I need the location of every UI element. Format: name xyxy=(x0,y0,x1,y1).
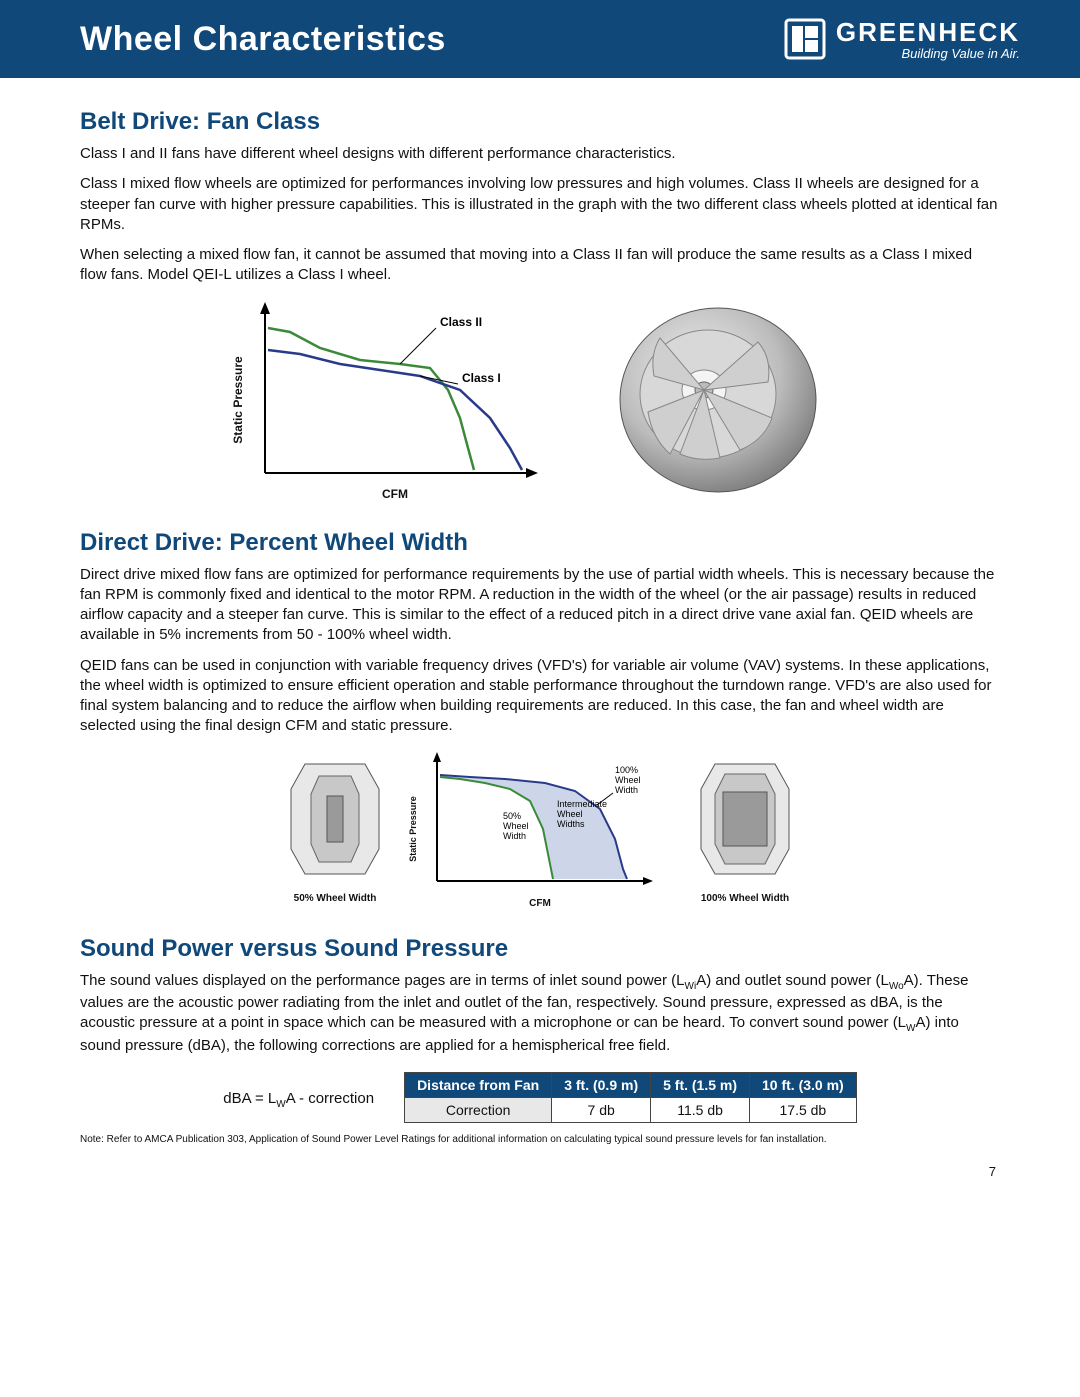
chart2-svg: 50%WheelWidth100%WheelWidthIntermediateW… xyxy=(425,749,655,889)
logo-mark-icon xyxy=(784,18,826,60)
logo-name: GREENHECK xyxy=(836,19,1020,45)
wheel-3d-illustration xyxy=(600,298,830,503)
sound-correction-table: Distance from Fan 3 ft. (0.9 m) 5 ft. (1… xyxy=(404,1072,857,1123)
company-logo: GREENHECK Building Value in Air. xyxy=(784,18,1020,60)
th-5ft: 5 ft. (1.5 m) xyxy=(651,1073,750,1098)
figure-row-1: Static Pressure Class II Class I CFM xyxy=(80,298,1000,503)
table-row: Correction 7 db 11.5 db 17.5 db xyxy=(405,1098,857,1123)
sound-note: Note: Refer to AMCA Publication 303, App… xyxy=(80,1133,1000,1146)
wheel-100-caption: 100% Wheel Width xyxy=(685,893,805,904)
svg-text:Wheel: Wheel xyxy=(615,775,641,785)
chart1-ylabel: Static Pressure xyxy=(231,356,245,443)
header-bar: Wheel Characteristics GREENHECK Building… xyxy=(0,0,1080,78)
sound-equation: dBA = LWA - correction xyxy=(223,1090,374,1110)
svg-text:100%: 100% xyxy=(615,765,638,775)
svg-text:Wheel: Wheel xyxy=(557,809,583,819)
svg-text:Width: Width xyxy=(615,785,638,795)
content-area: Belt Drive: Fan Class Class I and II fan… xyxy=(0,78,1080,1199)
svg-text:Class II: Class II xyxy=(440,315,482,329)
page-number: 7 xyxy=(80,1164,1000,1179)
th-distance: Distance from Fan xyxy=(405,1073,552,1098)
chart1-xlabel: CFM xyxy=(250,487,540,501)
page-title: Wheel Characteristics xyxy=(80,20,446,59)
heading-sound: Sound Power versus Sound Pressure xyxy=(80,935,1000,963)
table-header-row: Distance from Fan 3 ft. (0.9 m) 5 ft. (1… xyxy=(405,1073,857,1098)
svg-text:Wheel: Wheel xyxy=(503,821,529,831)
wheel-width-chart: Static Pressure 50%WheelWidth100%WheelWi… xyxy=(425,749,655,909)
wheel-50pct-diagram: 50% Wheel Width xyxy=(275,754,395,904)
belt-drive-p3: When selecting a mixed flow fan, it cann… xyxy=(80,245,1000,286)
td-3ft: 7 db xyxy=(552,1098,651,1123)
td-5ft: 11.5 db xyxy=(651,1098,750,1123)
svg-text:Widths: Widths xyxy=(557,819,585,829)
figure-row-2: 50% Wheel Width Static Pressure 50%Wheel… xyxy=(80,749,1000,909)
wheel-50-caption: 50% Wheel Width xyxy=(275,893,395,904)
th-10ft: 10 ft. (3.0 m) xyxy=(750,1073,857,1098)
td-row-label: Correction xyxy=(405,1098,552,1123)
sound-p1: The sound values displayed on the perfor… xyxy=(80,971,1000,1057)
svg-text:Intermediate: Intermediate xyxy=(557,799,607,809)
chart1-svg: Class II Class I xyxy=(250,298,540,478)
svg-text:Class I: Class I xyxy=(462,371,501,385)
svg-text:50%: 50% xyxy=(503,811,521,821)
direct-drive-p2: QEID fans can be used in conjunction wit… xyxy=(80,656,1000,737)
belt-drive-p2: Class I mixed flow wheels are optimized … xyxy=(80,174,1000,235)
td-10ft: 17.5 db xyxy=(750,1098,857,1123)
chart2-xlabel: CFM xyxy=(425,898,655,909)
heading-belt-drive: Belt Drive: Fan Class xyxy=(80,108,1000,136)
chart2-ylabel: Static Pressure xyxy=(408,796,418,862)
th-3ft: 3 ft. (0.9 m) xyxy=(552,1073,651,1098)
logo-tagline: Building Value in Air. xyxy=(836,47,1020,60)
belt-drive-p1: Class I and II fans have different wheel… xyxy=(80,144,1000,164)
wheel-100pct-diagram: 100% Wheel Width xyxy=(685,754,805,904)
fan-class-chart: Static Pressure Class IIClass I CFM xyxy=(250,298,540,503)
svg-text:Width: Width xyxy=(503,831,526,841)
heading-direct-drive: Direct Drive: Percent Wheel Width xyxy=(80,529,1000,557)
equation-table-row: dBA = LWA - correction Distance from Fan… xyxy=(80,1066,1000,1123)
direct-drive-p1: Direct drive mixed flow fans are optimiz… xyxy=(80,565,1000,646)
